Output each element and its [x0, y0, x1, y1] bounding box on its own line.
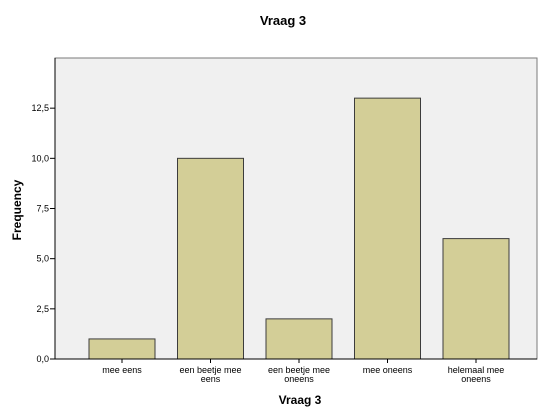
- y-tick-label: 2,5: [36, 304, 49, 314]
- y-tick-label: 10,0: [31, 153, 49, 163]
- x-tick-label: mee oneens: [363, 365, 413, 375]
- bars: [88, 97, 510, 360]
- bar: [442, 238, 510, 360]
- x-axis-title: Vraag 3: [279, 393, 322, 407]
- y-axis-ticks: 0,0 2,5 5,0 7,5 10,0 12,5: [31, 103, 55, 364]
- chart-title: Vraag 3: [260, 13, 306, 28]
- bar: [354, 97, 421, 360]
- y-tick-label: 12,5: [31, 103, 49, 113]
- x-axis-labels: mee eens een beetje mee eens een beetje mee…: [102, 359, 504, 384]
- bar: [265, 318, 333, 360]
- y-tick-label: 5,0: [36, 254, 49, 264]
- x-tick-label: een beetje mee eens: [179, 365, 241, 384]
- bar: [88, 338, 156, 360]
- y-axis-title: Frequency: [10, 179, 24, 240]
- x-tick-label: mee eens: [102, 365, 142, 375]
- y-tick-label: 0,0: [36, 354, 49, 364]
- bar: [177, 157, 244, 360]
- y-tick-label: 7,5: [36, 204, 49, 214]
- x-tick-label: een beetje mee oneens: [268, 365, 330, 384]
- x-tick-label: helemaal mee oneens: [448, 365, 505, 384]
